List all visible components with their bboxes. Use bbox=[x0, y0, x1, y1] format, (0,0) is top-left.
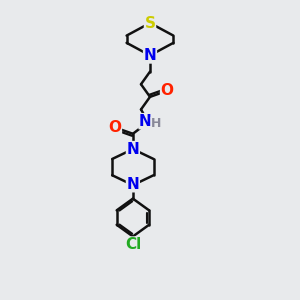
Text: O: O bbox=[108, 120, 122, 135]
Text: N: N bbox=[144, 48, 156, 63]
Text: N: N bbox=[127, 177, 139, 192]
Text: S: S bbox=[145, 16, 155, 31]
Text: H: H bbox=[151, 117, 161, 130]
Text: N: N bbox=[139, 114, 152, 129]
Text: N: N bbox=[127, 142, 139, 157]
Text: Cl: Cl bbox=[125, 237, 141, 252]
Text: O: O bbox=[160, 83, 174, 98]
